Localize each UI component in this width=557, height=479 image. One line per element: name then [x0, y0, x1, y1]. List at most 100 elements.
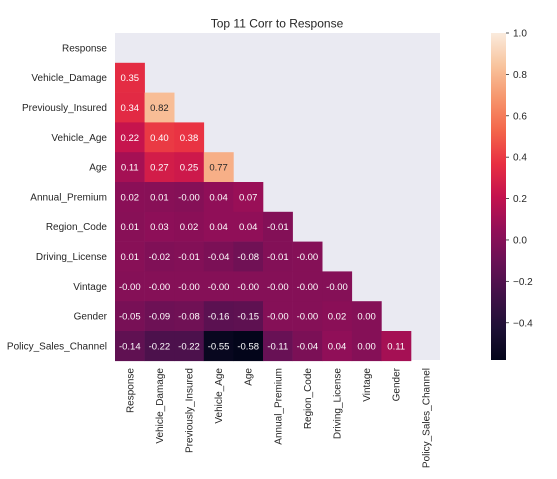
heatmap-cell [115, 301, 145, 332]
heatmap-cell-label: -0.00 [149, 282, 171, 293]
y-tick-label: Region_Code [46, 222, 108, 233]
heatmap-cell [322, 331, 353, 362]
x-tick-label: Policy_Sales_Channel [421, 368, 432, 468]
heatmap-cell-label: -0.01 [267, 252, 289, 263]
heatmap-cell-label: -0.04 [208, 252, 230, 263]
heatmap-cell-label: -0.01 [267, 222, 289, 233]
heatmap-cell-label: 0.77 [209, 163, 228, 174]
x-tick-label: Gender [392, 367, 403, 401]
heatmap-cell-label: 0.02 [121, 192, 140, 203]
x-tick-label: Response [125, 368, 136, 413]
heatmap-cell [174, 152, 205, 183]
heatmap-cell-label: -0.58 [237, 341, 259, 352]
heatmap-cell-label: -0.22 [149, 341, 171, 352]
heatmap-cell-label: 0.04 [328, 341, 347, 352]
heatmap-cell-label: 0.02 [180, 222, 199, 233]
y-tick-label: Response [62, 43, 107, 54]
colorbar-tick-label: 0.6 [513, 111, 527, 122]
heatmap-cell [351, 331, 382, 362]
heatmap-cell-label: 0.03 [150, 222, 169, 233]
heatmap-cell-label: -0.01 [178, 252, 200, 263]
colorbar-tick-label: 0.0 [513, 235, 527, 246]
y-tick-label: Gender [74, 312, 108, 323]
heatmap-cell-label: 0.25 [180, 163, 199, 174]
heatmap-cell-label: -0.00 [267, 282, 289, 293]
heatmap-cell [174, 331, 205, 362]
heatmap-cell [115, 331, 145, 362]
heatmap-cell-label: -0.00 [178, 282, 200, 293]
y-tick-label: Age [89, 163, 107, 174]
heatmap-cell-label: 0.11 [387, 341, 405, 352]
y-tick-label: Driving_License [36, 252, 108, 263]
heatmap-cell [233, 241, 264, 272]
heatmap-cell [144, 211, 175, 242]
heatmap-cell-label: 0.04 [209, 222, 228, 233]
heatmap-cell [115, 92, 145, 123]
heatmap-cell [144, 92, 175, 123]
heatmap-cell [292, 241, 323, 272]
heatmap-cell [203, 182, 234, 213]
heatmap-cell [115, 271, 145, 302]
heatmap-cell-label: -0.00 [119, 282, 141, 293]
heatmap-cell [292, 271, 323, 302]
heatmap-cell [115, 122, 145, 153]
heatmap-cell [263, 331, 293, 362]
heatmap-cell [263, 241, 293, 272]
heatmap-cell [144, 122, 175, 153]
heatmap-cell-label: 0.01 [121, 222, 140, 233]
heatmap-cell [115, 152, 145, 183]
heatmap-cell [174, 122, 205, 153]
colorbar-tick-label: −0.4 [513, 318, 533, 329]
heatmap-cell [174, 271, 205, 302]
colorbar [491, 33, 506, 360]
heatmap-cell-label: -0.14 [119, 341, 141, 352]
colorbar-tick-label: 0.4 [513, 153, 527, 164]
x-tick-label: Vintage [362, 368, 373, 402]
heatmap-cell [174, 211, 205, 242]
heatmap-cell-label: 0.04 [209, 192, 228, 203]
heatmap-cell [351, 301, 382, 332]
heatmap-cell-label: -0.00 [237, 282, 259, 293]
heatmap-cell [322, 301, 353, 332]
y-tick-label: Vehicle_Damage [31, 73, 107, 84]
x-tick-label: Vehicle_Age [214, 368, 225, 424]
heatmap-cell [144, 152, 175, 183]
heatmap-cell [292, 301, 323, 332]
heatmap-cell-label: 0.82 [150, 103, 169, 114]
heatmap-cell [115, 211, 145, 242]
heatmap-cell-label: 0.04 [239, 222, 258, 233]
heatmap-cell-label: -0.00 [267, 312, 289, 323]
heatmap-cell [144, 271, 175, 302]
heatmap-cell-label: -0.16 [208, 312, 230, 323]
heatmap-cell-label: 0.01 [121, 252, 140, 263]
heatmap-cell [203, 301, 234, 332]
chart-title: Top 11 Corr to Response [211, 17, 344, 31]
x-tick-label: Annual_Premium [273, 368, 284, 445]
x-tick-label: Region_Code [303, 368, 314, 430]
heatmap-cell-label: -0.09 [149, 312, 171, 323]
heatmap-cell-label: -0.00 [208, 282, 230, 293]
heatmap-cell-label: 0.34 [121, 103, 140, 114]
y-tick-label: Vintage [73, 282, 107, 293]
heatmap-cell [174, 182, 205, 213]
colorbar-tick-label: 0.2 [513, 194, 527, 205]
heatmap-cell [174, 241, 205, 272]
heatmap-cell-label: 0.40 [150, 133, 169, 144]
heatmap-cell [233, 331, 264, 362]
heatmap-cell-label: -0.05 [119, 312, 141, 323]
x-tick-label: Previously_Insured [185, 368, 196, 453]
x-tick-label: Driving_License [333, 368, 344, 440]
heatmap-cell [144, 331, 175, 362]
heatmap-cell-label: -0.04 [297, 341, 319, 352]
heatmap-cell-label: -0.08 [178, 312, 200, 323]
heatmap-cell [322, 271, 353, 302]
x-tick-label: Age [244, 368, 255, 386]
heatmap-cell [144, 301, 175, 332]
heatmap-cell [174, 301, 205, 332]
y-tick-label: Previously_Insured [22, 103, 107, 114]
heatmap-cell [263, 271, 293, 302]
heatmap-cell-label: -0.00 [178, 192, 200, 203]
heatmap-cell-label: -0.02 [149, 252, 171, 263]
heatmap-cell-label: -0.00 [297, 282, 319, 293]
